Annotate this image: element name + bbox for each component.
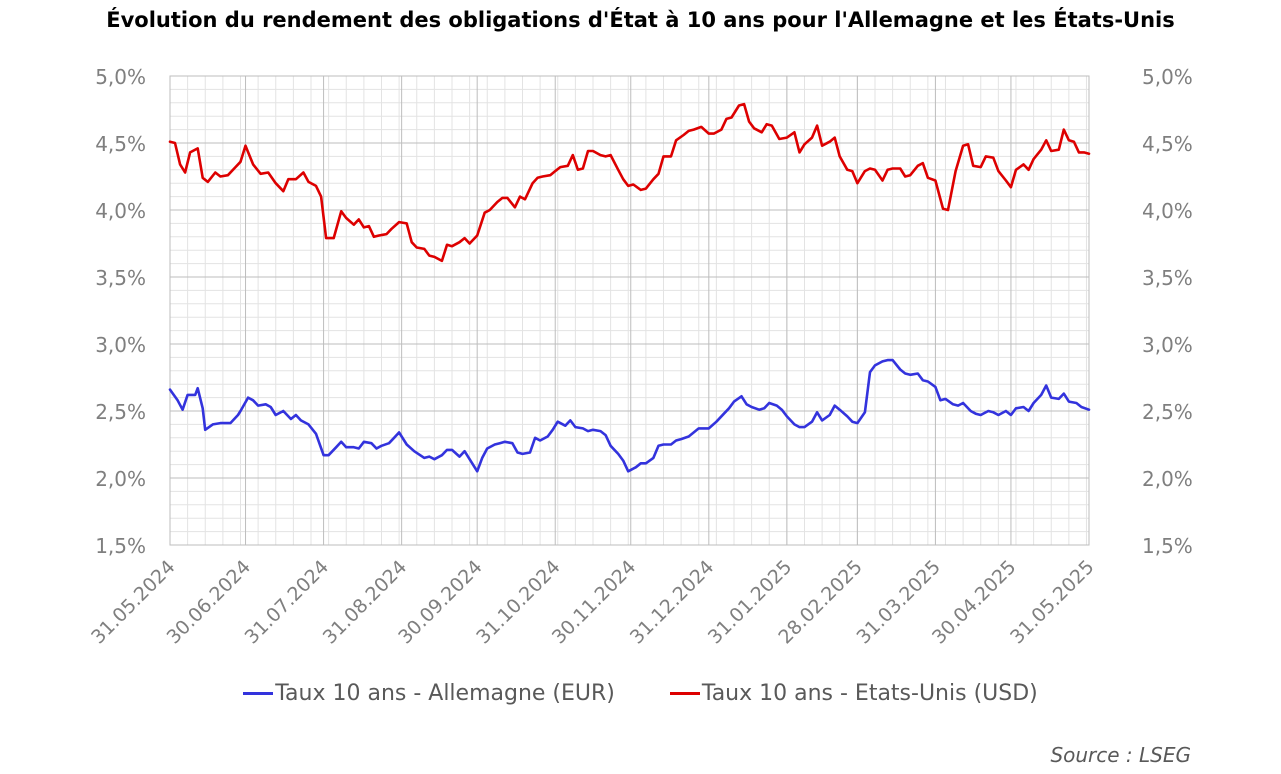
y-tick-label-left: 2,5% bbox=[95, 400, 146, 424]
plot-area-border bbox=[169, 75, 1090, 546]
y-tick-label-right: 4,0% bbox=[1142, 199, 1193, 223]
series-line-germany bbox=[168, 358, 1091, 473]
y-tick-label-right: 2,5% bbox=[1142, 400, 1193, 424]
legend-item-usa: Taux 10 ans - Etats-Unis (USD) bbox=[669, 681, 1038, 706]
y-tick-label-left: 3,0% bbox=[95, 333, 146, 357]
legend-label-usa: Taux 10 ans - Etats-Unis (USD) bbox=[701, 681, 1038, 706]
legend-item-germany: Taux 10 ans - Allemagne (EUR) bbox=[243, 681, 615, 706]
y-tick-label-right: 1,5% bbox=[1142, 534, 1193, 558]
y-tick-label-left: 3,5% bbox=[95, 266, 146, 290]
y-tick-label-left: 5,0% bbox=[95, 65, 146, 89]
y-tick-label-right: 4,5% bbox=[1142, 132, 1193, 156]
legend: Taux 10 ans - Allemagne (EUR) Taux 10 an… bbox=[0, 676, 1281, 706]
y-tick-label-right: 3,5% bbox=[1142, 266, 1193, 290]
y-tick-label-right: 5,0% bbox=[1142, 65, 1193, 89]
x-tick-label: 31.05.2025 bbox=[1006, 556, 1098, 648]
chart-title: Évolution du rendement des obligations d… bbox=[106, 8, 1175, 32]
y-tick-label-left: 4,5% bbox=[95, 132, 146, 156]
y-tick-label-left: 4,0% bbox=[95, 199, 146, 223]
source-note: Source : LSEG bbox=[1050, 743, 1191, 767]
legend-swatch-usa bbox=[669, 692, 700, 695]
y-tick-label-right: 3,0% bbox=[1142, 333, 1193, 357]
legend-label-germany: Taux 10 ans - Allemagne (EUR) bbox=[275, 681, 615, 706]
y-tick-label-left: 1,5% bbox=[95, 534, 146, 558]
legend-swatch-germany bbox=[243, 692, 274, 695]
series-line-usa bbox=[168, 102, 1091, 263]
y-tick-label-left: 2,0% bbox=[95, 467, 146, 491]
y-tick-label-right: 2,0% bbox=[1142, 467, 1193, 491]
